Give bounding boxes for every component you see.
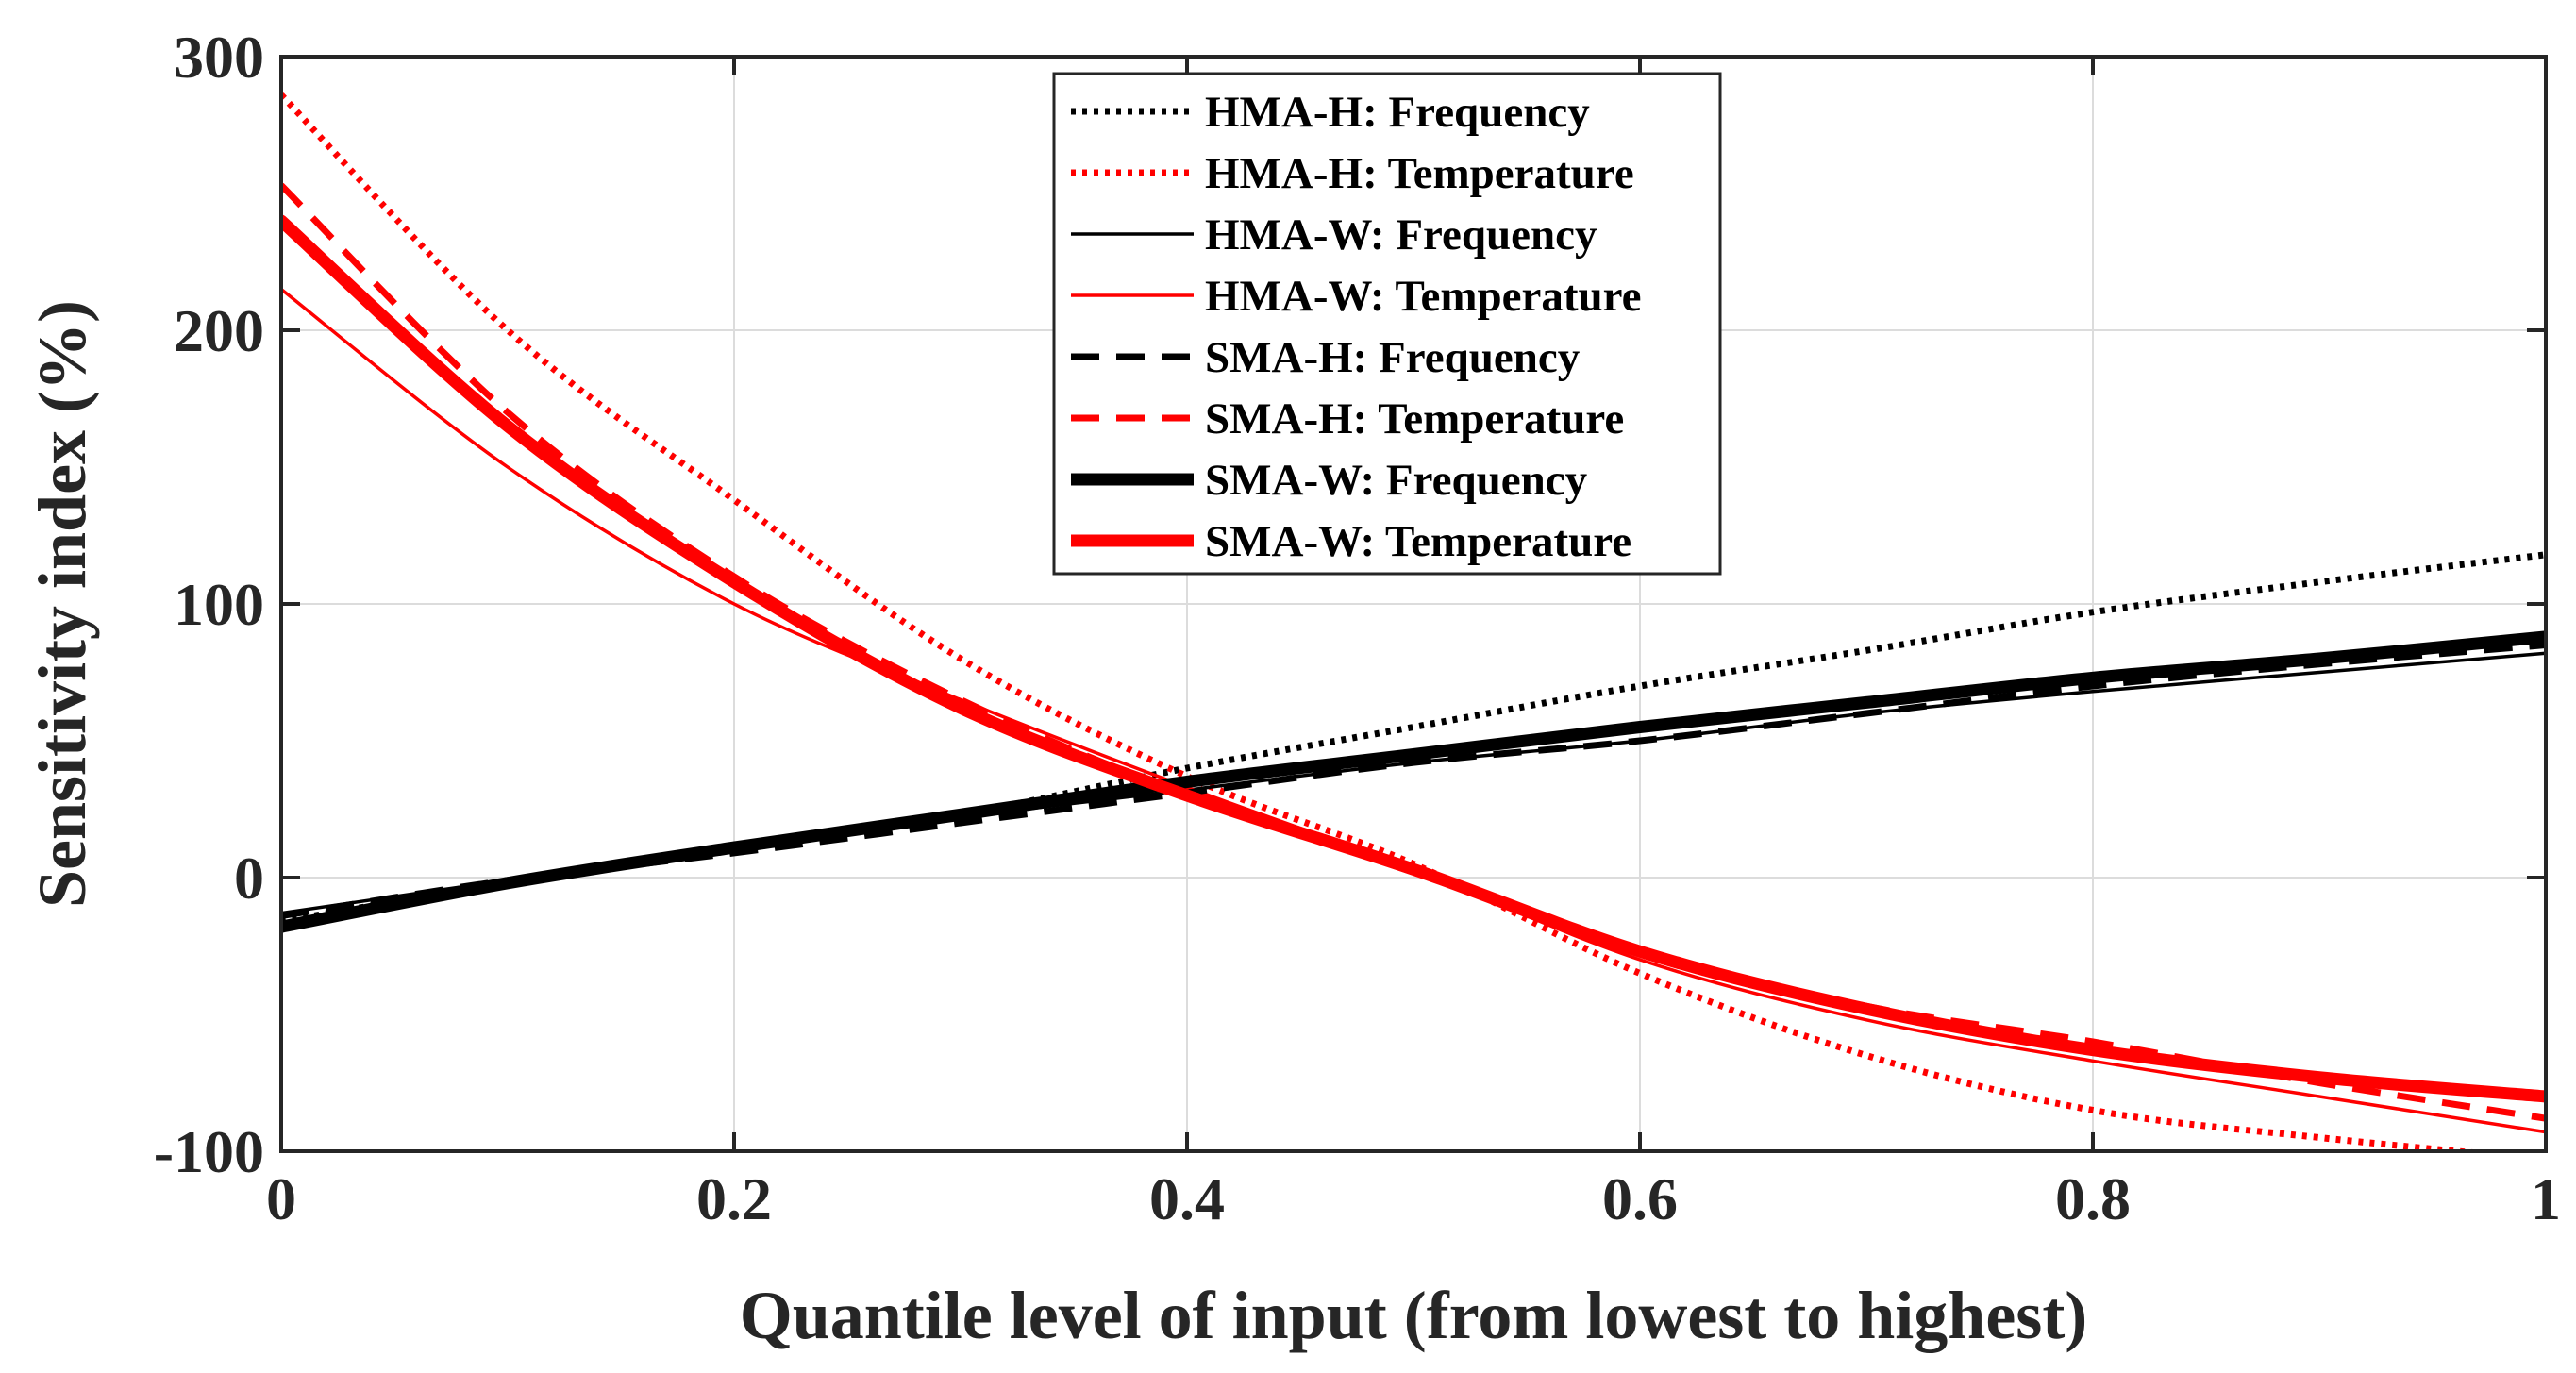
legend-label-7: SMA-W: Frequency bbox=[1205, 456, 1588, 505]
series-line-6 bbox=[281, 182, 2546, 1122]
legend-label-5: SMA-H: Frequency bbox=[1205, 333, 1581, 382]
x-tick-label: 0.2 bbox=[696, 1165, 772, 1232]
y-tick-label: 0 bbox=[234, 845, 264, 912]
legend-label-3: HMA-W: Frequency bbox=[1205, 210, 1597, 260]
legend-box bbox=[1052, 72, 1722, 576]
y-tick-label: 100 bbox=[174, 571, 264, 638]
x-tick-label: 0.4 bbox=[1149, 1165, 1225, 1232]
x-tick-label: 0.6 bbox=[1602, 1165, 1678, 1232]
legend-label-2: HMA-H: Temperature bbox=[1205, 149, 1634, 198]
x-tick-label: 1 bbox=[2531, 1165, 2561, 1232]
legend-label-8: SMA-W: Temperature bbox=[1205, 517, 1631, 566]
legend-label-4: HMA-W: Temperature bbox=[1205, 272, 1642, 321]
legend: HMA-H: Frequency HMA-H: Temperature HMA-W:… bbox=[1052, 72, 1722, 576]
legend-label-1: HMA-H: Frequency bbox=[1205, 88, 1590, 137]
y-tick-label: 200 bbox=[174, 297, 264, 364]
legend-label-6: SMA-H: Temperature bbox=[1205, 394, 1624, 444]
x-tick-label: 0.8 bbox=[2055, 1165, 2131, 1232]
y-tick-label: -100 bbox=[154, 1118, 264, 1185]
y-axis-title: Sensitivity index (%) bbox=[25, 300, 100, 908]
series-line-8 bbox=[281, 214, 2546, 1103]
legend-items: HMA-H: Frequency HMA-H: Temperature HMA-W:… bbox=[1071, 88, 1642, 566]
y-tick-label: 300 bbox=[174, 24, 264, 91]
data-series bbox=[281, 92, 2546, 1151]
series-line-7 bbox=[281, 630, 2546, 933]
x-axis-title: Quantile level of input (from lowest to … bbox=[740, 1278, 2088, 1353]
x-tick-label: 0 bbox=[266, 1165, 296, 1232]
